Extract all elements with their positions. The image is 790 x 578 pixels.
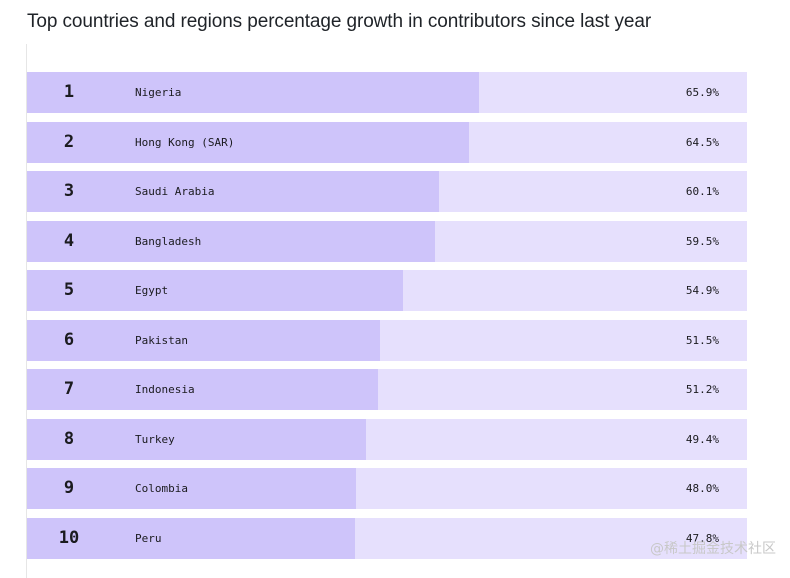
category-label: Turkey <box>135 433 175 446</box>
value-label: 51.2% <box>685 383 719 396</box>
rank-label: 6 <box>63 330 75 350</box>
bar <box>27 270 403 311</box>
category-label: Nigeria <box>135 86 182 99</box>
value-label: 47.8% <box>685 532 719 545</box>
bar-row: 4 Bangladesh 59.5% <box>27 221 747 262</box>
bar-row: 3 Saudi Arabia 60.1% <box>27 171 747 212</box>
category-label: Pakistan <box>135 334 188 347</box>
rank-label: 10 <box>58 528 80 548</box>
value-label: 64.5% <box>685 136 719 149</box>
bar <box>27 468 356 509</box>
bar <box>27 72 479 113</box>
bar-row: 5 Egypt 54.9% <box>27 270 747 311</box>
rank-label: 8 <box>63 429 75 449</box>
bar-row: 6 Pakistan 51.5% <box>27 320 747 361</box>
watermark: @稀土掘金技术社区 <box>650 541 776 557</box>
bar <box>27 419 366 460</box>
category-label: Peru <box>135 532 162 545</box>
category-label: Hong Kong (SAR) <box>135 136 235 149</box>
bar-row: 10 Peru 47.8% <box>27 518 747 559</box>
value-label: 51.5% <box>685 334 719 347</box>
bar <box>27 320 380 361</box>
bar <box>27 221 435 262</box>
category-label: Saudi Arabia <box>135 185 215 198</box>
bar <box>27 369 378 410</box>
rank-label: 4 <box>63 231 75 251</box>
bar-row: 2 Hong Kong (SAR) 64.5% <box>27 122 747 163</box>
rank-label: 1 <box>63 82 75 102</box>
value-label: 59.5% <box>685 235 719 248</box>
chart-title: Top countries and regions percentage gro… <box>27 11 652 32</box>
left-divider <box>26 44 27 578</box>
bar-row: 9 Colombia 48.0% <box>27 468 747 509</box>
category-label: Bangladesh <box>135 235 202 248</box>
bar-row: 7 Indonesia 51.2% <box>27 369 747 410</box>
value-label: 49.4% <box>685 433 719 446</box>
category-label: Colombia <box>135 482 188 495</box>
rank-label: 3 <box>63 181 75 201</box>
category-label: Egypt <box>135 284 169 297</box>
rank-label: 2 <box>63 132 75 152</box>
value-label: 65.9% <box>685 86 719 99</box>
value-label: 54.9% <box>685 284 719 297</box>
value-label: 60.1% <box>685 185 719 198</box>
bar-row: 1 Nigeria 65.9% <box>27 72 747 113</box>
bar <box>27 171 439 212</box>
bar <box>27 122 469 163</box>
value-label: 48.0% <box>685 482 719 495</box>
bar-chart: 1 Nigeria 65.9% 2 Hong Kong (SAR) 64.5% 3 Saudi… <box>27 72 747 560</box>
bar-row: 8 Turkey 49.4% <box>27 419 747 460</box>
bar <box>27 518 355 559</box>
rank-label: 9 <box>63 478 75 498</box>
rank-label: 7 <box>63 379 75 399</box>
category-label: Indonesia <box>135 383 195 396</box>
rank-label: 5 <box>63 280 75 300</box>
